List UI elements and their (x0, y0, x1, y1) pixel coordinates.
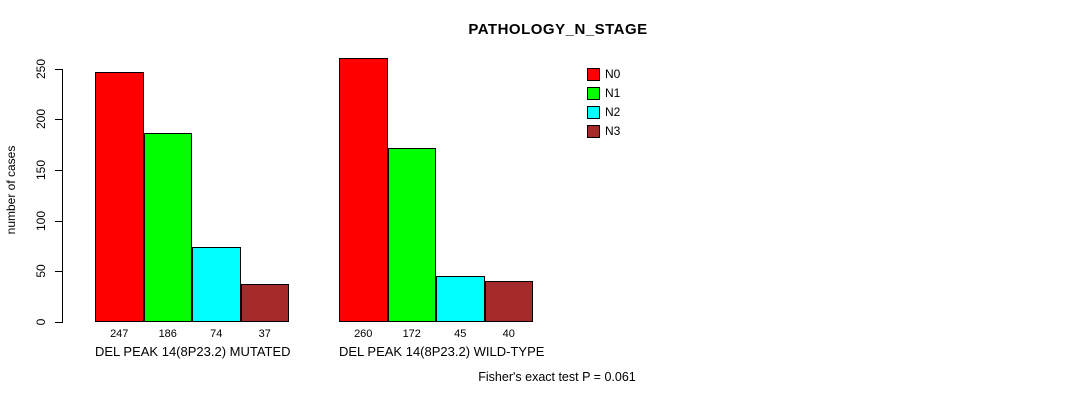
y-axis-line (62, 68, 63, 323)
chart-title: PATHOLOGY_N_STAGE (468, 21, 648, 38)
y-axis-tick (55, 169, 62, 171)
bar-n1 (143, 133, 192, 322)
legend-label-n2: N2 (605, 105, 621, 119)
legend-swatch-n2 (587, 106, 600, 119)
x-axis-group-label: DEL PEAK 14(8P23.2) MUTATED (95, 344, 291, 359)
bar-n3 (484, 281, 533, 322)
bar-value-label: 37 (258, 328, 271, 340)
bar-value-label: 45 (454, 328, 467, 340)
bar-n1 (387, 147, 436, 322)
bar-n0 (95, 71, 144, 322)
bar-n2 (436, 276, 485, 322)
legend-label-n3: N3 (605, 124, 621, 138)
bar-value-label: 186 (158, 328, 177, 340)
bar-value-label: 247 (110, 328, 129, 340)
y-axis-tick-label: 200 (34, 109, 48, 130)
legend-swatch-n3 (587, 125, 600, 138)
bar-n0 (339, 58, 388, 322)
y-axis-tick-label: 100 (34, 210, 48, 231)
legend-swatch-n0 (587, 68, 600, 81)
fisher-test-annotation: Fisher's exact test P = 0.061 (478, 370, 636, 384)
bar-value-label: 260 (354, 328, 373, 340)
y-axis-tick (55, 119, 62, 121)
y-axis-tick-label: 0 (34, 318, 48, 326)
y-axis-tick (55, 271, 62, 273)
bar-value-label: 40 (502, 328, 515, 340)
x-axis-group-label: DEL PEAK 14(8P23.2) WILD-TYPE (339, 344, 545, 359)
y-axis-tick-label: 50 (34, 264, 48, 278)
bar-value-label: 74 (210, 328, 223, 340)
y-axis-tick (55, 220, 62, 222)
legend-label-n0: N0 (605, 67, 621, 81)
bar-n2 (192, 246, 241, 322)
bar-value-label: 172 (402, 328, 421, 340)
legend-swatch-n1 (587, 87, 600, 100)
y-axis-tick-label: 150 (34, 159, 48, 180)
y-axis-tick-label: 250 (34, 58, 48, 79)
legend-label-n1: N1 (605, 86, 621, 100)
bar-n3 (240, 284, 289, 322)
y-axis-tick (55, 322, 62, 323)
y-axis-tick (55, 68, 62, 70)
